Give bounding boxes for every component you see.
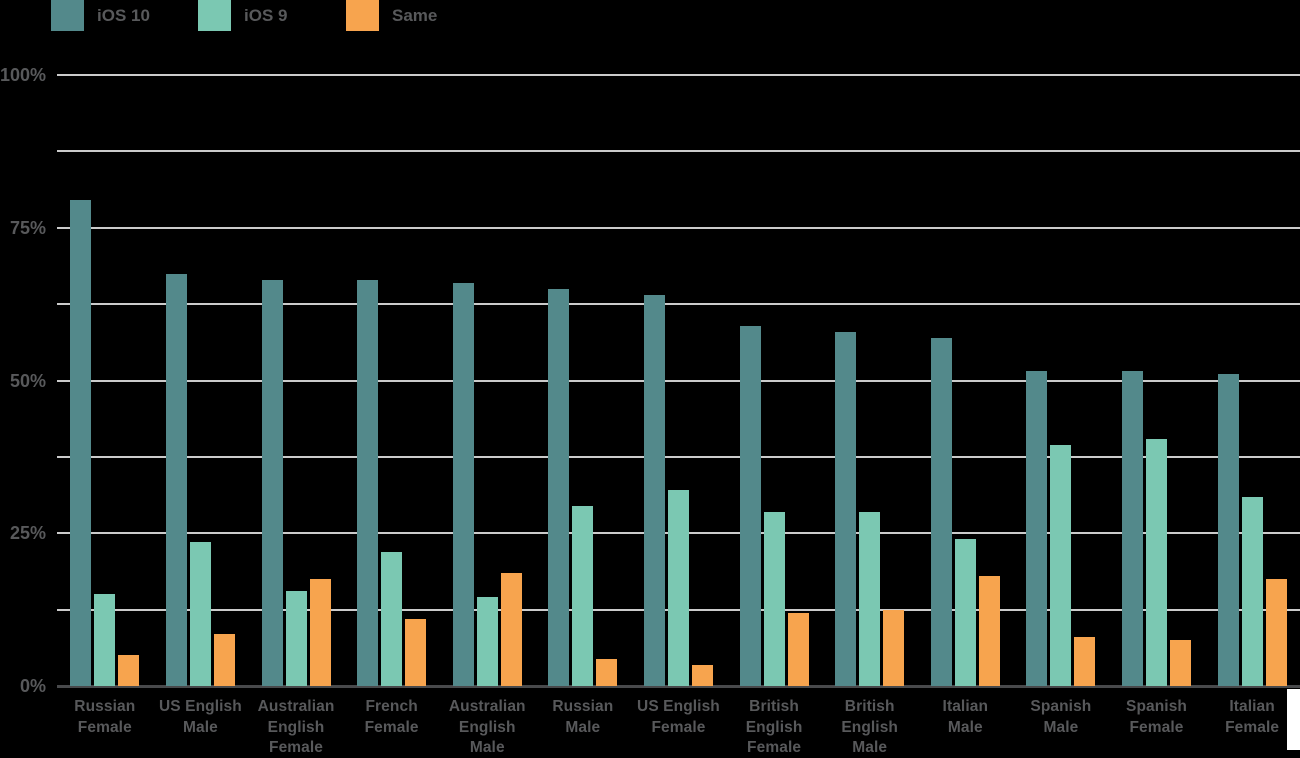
- legend-swatch-ios-9-icon: [198, 0, 231, 31]
- bar-ios-10-russian-female: [70, 200, 92, 686]
- bar-group-us-english-female: [631, 0, 727, 686]
- bar-same-russian-female: [118, 655, 140, 686]
- x-axis-label-australian-english-male: Australian English Male: [448, 698, 526, 756]
- bar-same-italian-female: [1265, 579, 1287, 686]
- bar-same-british-english-male: [883, 610, 905, 686]
- bar-ios-10-british-english-female: [739, 326, 761, 686]
- bar-group-british-english-male: [822, 0, 918, 686]
- bar-same-italian-male: [978, 576, 1000, 686]
- bar-same-french-female: [405, 619, 427, 686]
- bar-group-russian-female: [57, 0, 153, 686]
- x-axis-label-french-female: French Female: [364, 698, 419, 736]
- gridline-62.5: [57, 303, 1300, 306]
- bar-ios-10-italian-female: [1217, 374, 1239, 686]
- x-axis-label-spanish-female: Spanish Female: [1126, 698, 1187, 736]
- bar-same-spanish-male: [1074, 637, 1096, 686]
- x-axis-label-russian-female: Russian Female: [74, 698, 136, 736]
- bar-ios-10-us-english-female: [643, 295, 665, 686]
- x-axis-label-russian-male: Russian Male: [552, 698, 614, 736]
- bar-ios-9-italian-male: [954, 539, 976, 686]
- x-axis-label-australian-english-female: Australian English Female: [257, 698, 335, 756]
- gridline-75: [57, 226, 1300, 229]
- x-axis-label-italian-female: Italian Female: [1225, 698, 1280, 736]
- legend-label: iOS 10: [97, 6, 150, 25]
- bar-ios-10-us-english-male: [165, 274, 187, 686]
- gridline-100: [57, 74, 1300, 76]
- bar-ios-10-australian-english-female: [261, 280, 283, 686]
- bar-ios-9-italian-female: [1241, 497, 1263, 686]
- x-axis-label-italian-male: Italian Male: [942, 698, 989, 736]
- bar-group-italian-female: [1204, 0, 1300, 686]
- gridline-87.5: [57, 150, 1300, 153]
- bar-ios-9-us-english-male: [189, 542, 211, 686]
- bar-ios-9-spanish-female: [1146, 439, 1167, 686]
- bar-same-us-english-male: [213, 634, 235, 686]
- x-axis-label-us-english-male: US English Male: [159, 698, 242, 736]
- bar-same-russian-male: [596, 659, 618, 686]
- bar-ios-10-russian-male: [548, 289, 570, 686]
- bar-same-australian-english-male: [500, 573, 522, 686]
- x-axis-label-us-english-female: US English Female: [637, 698, 720, 736]
- bar-ios-10-spanish-male: [1026, 371, 1048, 686]
- x-axis-label-british-english-female: British English Female: [745, 698, 803, 756]
- bar-groups: [57, 0, 1300, 686]
- bar-ios-9-french-female: [381, 552, 403, 686]
- bar-ios-10-british-english-male: [835, 332, 857, 686]
- x-axis-labels: Russian Female US English Male Australian Eng…: [57, 697, 1300, 758]
- gridline-37.5: [57, 455, 1300, 458]
- bar-ios-9-us-english-female: [667, 490, 689, 686]
- legend-swatch-same-icon: [346, 0, 379, 31]
- bar-ios-9-spanish-male: [1050, 445, 1072, 686]
- y-axis-label-50: 50%: [9, 370, 46, 391]
- x-axis-label-british-english-male: British English Male: [841, 698, 899, 756]
- bar-ios-9-british-english-male: [859, 512, 881, 686]
- bar-ios-10-italian-male: [930, 338, 952, 686]
- bar-group-russian-male: [535, 0, 631, 686]
- bar-ios-10-spanish-female: [1122, 371, 1143, 686]
- legend-label: iOS 9: [244, 6, 288, 25]
- bar-ios-10-french-female: [357, 280, 379, 686]
- bar-group-australian-english-male: [439, 0, 535, 686]
- bar-same-us-english-female: [691, 665, 713, 686]
- y-axis-label-25: 25%: [9, 523, 46, 544]
- bar-group-spanish-female: [1109, 0, 1205, 686]
- bar-group-italian-male: [917, 0, 1013, 686]
- x-axis-label-spanish-male: Spanish Male: [1030, 698, 1092, 736]
- bar-ios-9-british-english-female: [763, 512, 785, 686]
- bar-group-australian-english-female: [248, 0, 344, 686]
- bar-ios-9-russian-female: [94, 594, 116, 686]
- y-axis-label-100: 100%: [0, 65, 47, 85]
- legend-label: Same: [392, 6, 438, 25]
- bar-group-spanish-male: [1013, 0, 1109, 686]
- bar-ios-9-russian-male: [572, 506, 594, 686]
- bar-group-french-female: [344, 0, 440, 686]
- background-corner-artifact: [1287, 689, 1300, 750]
- x-axis-line: [57, 685, 1300, 688]
- bar-ios-9-australian-english-male: [476, 597, 498, 686]
- gridline-50: [57, 379, 1300, 382]
- bar-group-british-english-female: [726, 0, 822, 686]
- legend-swatch-ios-10-icon: [51, 0, 84, 31]
- y-axis-label-75: 75%: [9, 217, 46, 238]
- bar-same-spanish-female: [1170, 640, 1191, 686]
- bar-same-british-english-female: [787, 613, 809, 686]
- bar-same-australian-english-female: [309, 579, 331, 686]
- y-axis-label-0: 0%: [19, 676, 46, 696]
- bar-ios-10-australian-english-male: [452, 283, 474, 686]
- bar-group-us-english-male: [153, 0, 249, 686]
- bar-ios-9-australian-english-female: [285, 591, 307, 686]
